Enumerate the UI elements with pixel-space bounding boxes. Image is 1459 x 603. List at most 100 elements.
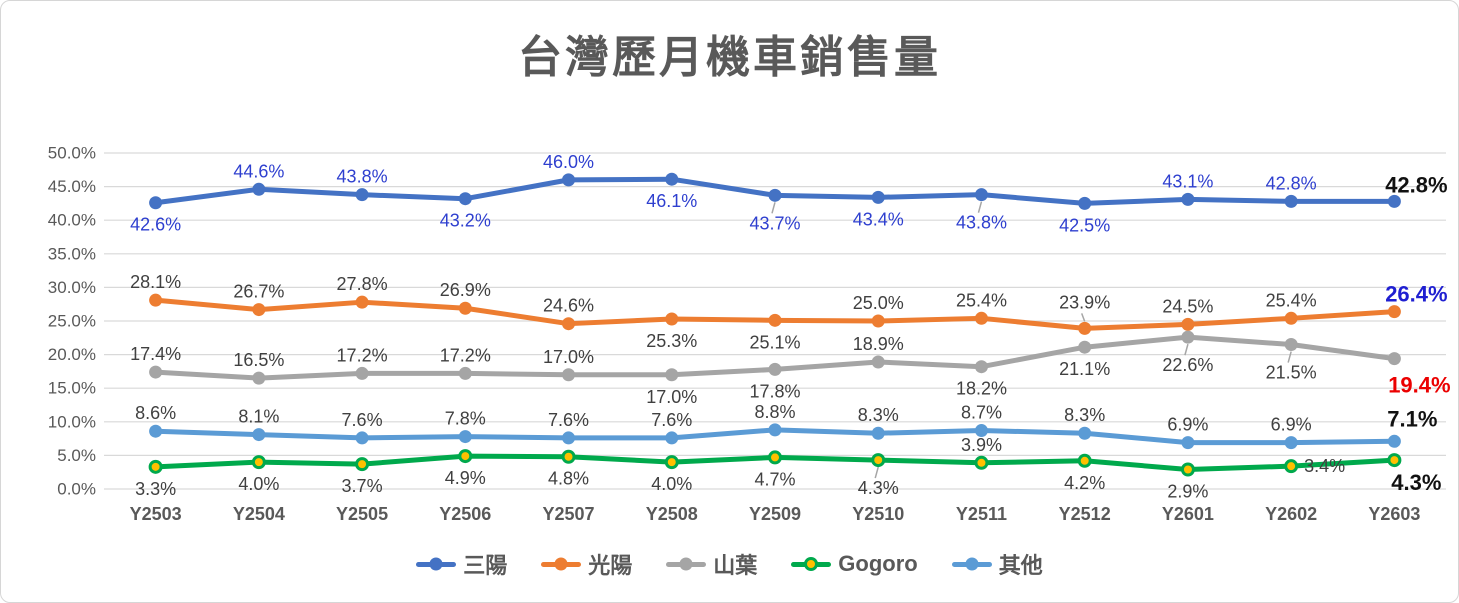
legend-label: 其他 [998,553,1043,578]
legend-item-sym: 三陽 [416,548,507,580]
data-point-sym [768,188,782,202]
data-point-sym [252,182,266,196]
legend-marker-dot [554,557,568,571]
data-point-gogoro [561,449,576,464]
data-point-gogoro [664,455,679,470]
y-axis-tick-label: 45.0% [48,177,96,196]
legend: 三陽 光陽 山葉 Gogoro 其他 [1,548,1458,580]
data-point-gogoro [458,449,473,464]
data-label-kymco: 25.0% [853,293,904,313]
data-label-gogoro: 3.7% [342,476,383,496]
data-label-yamaha: 17.0% [543,347,594,367]
data-label-sym: 43.7% [749,213,800,233]
y-axis-tick-label: 20.0% [48,345,96,364]
x-axis-label: Y2512 [1059,504,1111,524]
series-sym [149,172,1401,214]
data-label-others: 8.1% [238,407,279,427]
data-label-others: 8.3% [1064,405,1105,425]
data-label-yamaha: 18.9% [853,334,904,354]
data-point-kymco [1284,311,1298,325]
x-axis-label: Y2602 [1265,504,1317,524]
data-label-gogoro: 2.9% [1167,482,1208,502]
series-gogoro [148,449,1402,479]
data-point-kymco [458,301,472,315]
x-axis-label: Y2603 [1368,504,1420,524]
label-leader-line [977,201,983,213]
y-axis-tick-label: 25.0% [48,312,96,331]
data-point-others [252,428,266,442]
label-leader-line [1080,313,1086,322]
data-point-others [1078,426,1092,440]
end-data-label-yamaha: 19.4% [1388,373,1450,398]
data-point-yamaha [1181,330,1195,344]
data-label-kymco: 24.6% [543,296,594,316]
data-label-gogoro: 4.8% [548,469,589,489]
data-point-gogoro [1387,453,1402,468]
label-leader-line [1287,351,1292,363]
data-label-sym: 44.6% [233,161,284,181]
end-data-label-kymco: 26.4% [1385,282,1447,307]
x-axis-label: Y2503 [130,504,182,524]
data-label-sym: 43.2% [440,211,491,231]
data-point-gogoro [768,450,782,465]
y-axis-tick-label: 40.0% [48,211,96,230]
legend-item-yamaha: 山葉 [666,548,757,580]
data-point-kymco [1387,305,1401,319]
data-point-yamaha [252,371,266,385]
legend-label: 光陽 [588,553,633,578]
data-point-kymco [768,313,782,327]
data-point-others [665,431,679,445]
legend-marker-sym [416,557,457,571]
data-point-kymco [149,293,163,307]
data-point-kymco [665,312,679,326]
label-leader-line [771,202,776,214]
x-axis-label: Y2507 [543,504,595,524]
data-label-kymco: 23.9% [1059,292,1110,312]
data-label-sym: 43.8% [337,167,388,187]
data-label-yamaha: 22.6% [1162,355,1213,375]
data-point-yamaha [768,362,782,376]
data-label-others: 8.3% [858,405,899,425]
data-point-sym [355,188,369,202]
y-axis-tick-label: 30.0% [48,278,96,297]
data-point-gogoro [1077,453,1092,468]
x-axis-label: Y2506 [439,504,491,524]
y-axis-tick-label: 50.0% [48,144,96,163]
data-label-sym: 42.5% [1059,215,1110,235]
legend-label: 三陽 [463,553,508,578]
legend-marker-dot [429,557,443,571]
series-yamaha [149,330,1401,385]
data-point-others [458,430,472,444]
data-label-others: 7.6% [651,410,692,430]
data-point-sym [458,192,472,206]
data-label-yamaha: 17.2% [337,345,388,365]
data-label-gogoro: 3.4% [1304,456,1345,476]
data-label-kymco: 25.3% [646,331,697,351]
label-leader-line [874,466,879,479]
data-point-yamaha [1284,338,1298,352]
data-label-sym: 43.1% [1162,171,1213,191]
x-axis-label: Y2508 [646,504,698,524]
legend-marker-kymco [541,557,582,571]
data-point-gogoro [1284,459,1299,474]
data-label-others: 8.7% [961,403,1002,423]
end-data-label-others: 7.1% [1387,406,1437,431]
data-label-sym: 42.6% [130,215,181,235]
data-label-others: 6.9% [1167,415,1208,435]
x-axis-label: Y2601 [1162,504,1214,524]
data-label-others: 7.6% [548,410,589,430]
y-axis-tick-label: 0.0% [57,480,96,499]
data-point-sym [1284,194,1298,208]
x-axis-label: Y2510 [852,504,904,524]
data-label-yamaha: 21.1% [1059,359,1110,379]
data-label-yamaha: 18.2% [956,379,1007,399]
data-label-gogoro: 4.9% [445,468,486,488]
data-point-gogoro [355,457,370,472]
data-point-yamaha [871,355,885,369]
data-label-sym: 42.8% [1266,173,1317,193]
data-point-gogoro [871,453,886,468]
data-label-kymco: 28.1% [130,272,181,292]
data-label-others: 8.8% [754,402,795,422]
data-label-yamaha: 16.5% [233,350,284,370]
